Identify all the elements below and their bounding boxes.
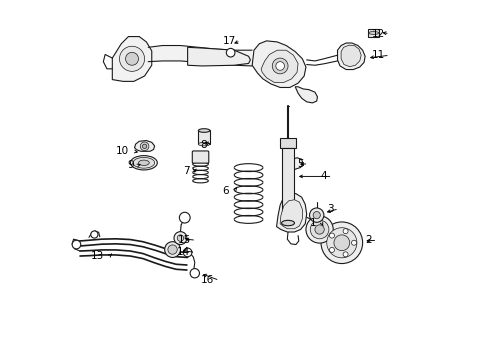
FancyBboxPatch shape [282, 148, 294, 223]
Text: 7: 7 [183, 166, 190, 176]
Text: 15: 15 [178, 235, 191, 245]
Circle shape [329, 233, 335, 238]
Circle shape [276, 62, 285, 70]
Circle shape [226, 48, 235, 57]
Polygon shape [261, 50, 298, 82]
Circle shape [343, 229, 348, 234]
Polygon shape [287, 158, 303, 169]
Ellipse shape [282, 220, 294, 226]
FancyBboxPatch shape [192, 151, 209, 163]
Circle shape [125, 52, 139, 65]
Circle shape [183, 248, 192, 257]
Polygon shape [276, 194, 307, 232]
Text: 5: 5 [297, 159, 303, 169]
Circle shape [174, 231, 187, 244]
Circle shape [165, 242, 180, 257]
Polygon shape [341, 45, 361, 67]
Polygon shape [135, 140, 155, 151]
Ellipse shape [368, 32, 379, 35]
Ellipse shape [130, 156, 157, 170]
Ellipse shape [133, 157, 155, 168]
Circle shape [334, 235, 350, 251]
Circle shape [310, 220, 329, 239]
Circle shape [315, 225, 324, 234]
FancyBboxPatch shape [280, 138, 296, 148]
Circle shape [190, 269, 199, 278]
Circle shape [120, 46, 145, 71]
Text: 16: 16 [201, 275, 215, 285]
Text: 11: 11 [371, 50, 385, 60]
Circle shape [351, 240, 357, 245]
Text: 8: 8 [201, 140, 207, 150]
Circle shape [179, 212, 190, 223]
Text: 2: 2 [366, 235, 372, 245]
Circle shape [306, 216, 333, 243]
Polygon shape [188, 47, 250, 66]
FancyBboxPatch shape [198, 130, 210, 144]
Circle shape [272, 58, 288, 74]
Polygon shape [338, 43, 365, 69]
Circle shape [143, 144, 147, 148]
Text: 4: 4 [321, 171, 327, 181]
Text: 17: 17 [222, 36, 236, 46]
Text: 3: 3 [327, 204, 334, 214]
Circle shape [168, 245, 177, 254]
Circle shape [140, 142, 149, 150]
Text: 1: 1 [310, 218, 317, 228]
Ellipse shape [139, 160, 149, 166]
Circle shape [343, 252, 348, 257]
Polygon shape [148, 45, 252, 66]
Circle shape [177, 235, 184, 241]
Text: 9: 9 [127, 160, 134, 170]
Circle shape [329, 247, 335, 252]
Circle shape [72, 240, 81, 249]
Polygon shape [112, 37, 152, 81]
Polygon shape [280, 200, 302, 229]
Text: 14: 14 [177, 247, 191, 257]
Polygon shape [295, 87, 318, 103]
Ellipse shape [198, 129, 210, 132]
Circle shape [313, 212, 320, 219]
Polygon shape [252, 41, 306, 87]
Text: 13: 13 [91, 251, 104, 261]
Circle shape [321, 222, 363, 264]
Circle shape [327, 228, 357, 258]
Circle shape [91, 231, 98, 238]
Circle shape [310, 208, 324, 222]
Text: 10: 10 [115, 146, 128, 156]
FancyBboxPatch shape [368, 29, 379, 37]
Ellipse shape [198, 142, 210, 146]
Text: 12: 12 [371, 29, 385, 39]
Text: 6: 6 [222, 186, 229, 196]
